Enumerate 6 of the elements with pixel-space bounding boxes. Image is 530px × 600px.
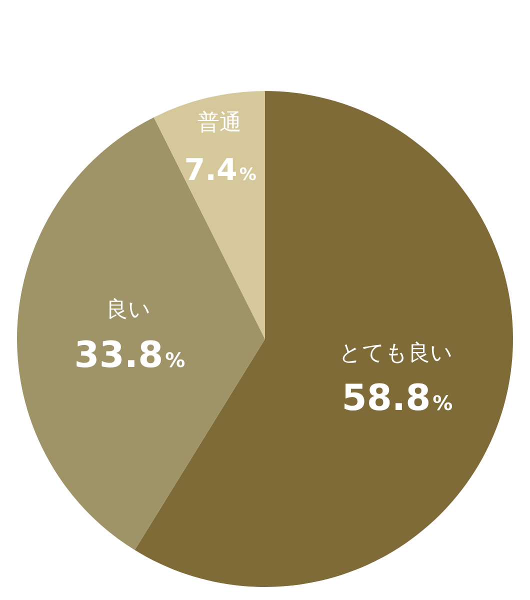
data-label: 58.8%	[342, 378, 453, 420]
data-label: 7.4%	[184, 152, 256, 188]
slice-label: 普通	[197, 110, 242, 136]
slice-label: 良い	[106, 298, 152, 323]
slice-label: とても良い	[339, 340, 454, 366]
data-label: 33.8%	[74, 335, 186, 376]
